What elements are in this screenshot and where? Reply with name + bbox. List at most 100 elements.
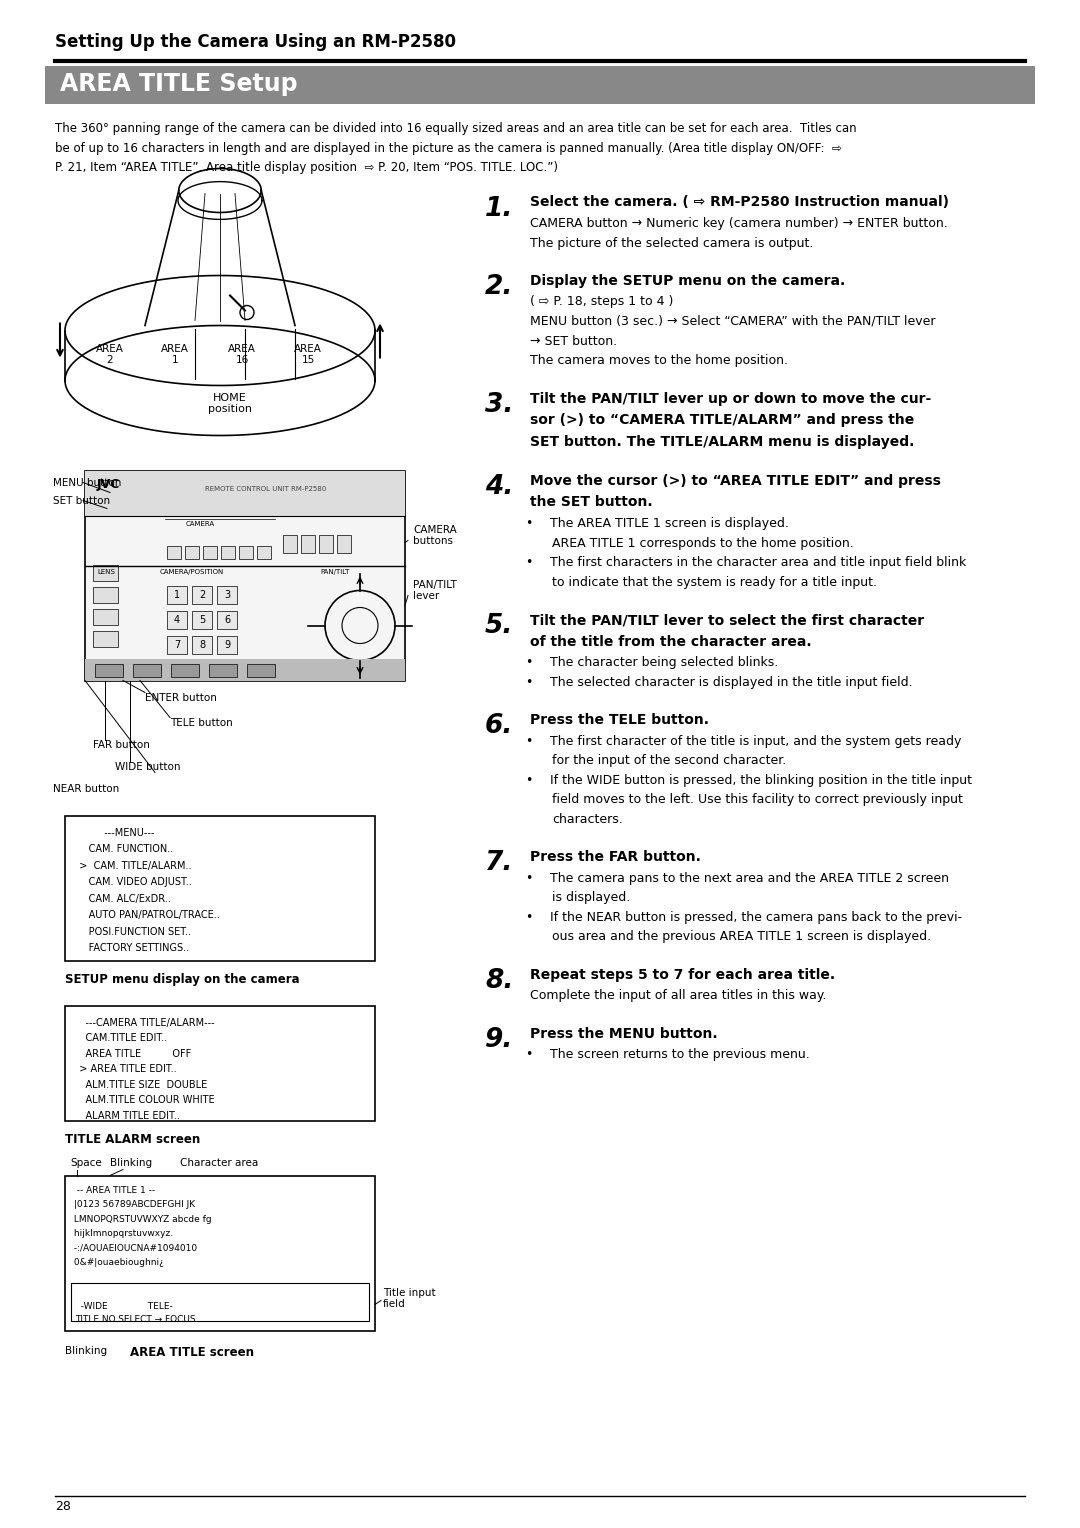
Bar (217, 585, 237, 604)
Text: FACTORY SETTINGS..: FACTORY SETTINGS.. (73, 943, 189, 953)
Text: If the WIDE button is pressed, the blinking position in the title input: If the WIDE button is pressed, the blink… (550, 773, 972, 787)
Bar (167, 585, 187, 604)
Text: field moves to the left. Use this facility to correct previously input: field moves to the left. Use this facili… (552, 793, 963, 805)
Text: The first characters in the character area and title input field blink: The first characters in the character ar… (550, 556, 967, 568)
Text: •: • (525, 735, 532, 747)
Text: 9.: 9. (485, 1027, 513, 1053)
Text: sor (>) to “CAMERA TITLE/ALARM” and press the: sor (>) to “CAMERA TITLE/ALARM” and pres… (530, 413, 915, 426)
Text: AUTO PAN/PATROL/TRACE..: AUTO PAN/PATROL/TRACE.. (73, 911, 219, 920)
Text: •: • (525, 516, 532, 530)
Text: ---CAMERA TITLE/ALARM---: ---CAMERA TITLE/ALARM--- (73, 1018, 215, 1027)
Text: Title input
field: Title input field (383, 1288, 435, 1309)
Text: SETUP menu display on the camera: SETUP menu display on the camera (65, 972, 299, 986)
Text: 5.: 5. (485, 613, 513, 639)
Text: 0&#|ouaebioughni¿: 0&#|ouaebioughni¿ (71, 1258, 164, 1267)
Text: 4: 4 (174, 614, 180, 625)
Bar (217, 636, 237, 654)
Text: HOME
position: HOME position (208, 393, 252, 414)
Text: 2.: 2. (485, 274, 513, 299)
Bar (133, 663, 161, 677)
Text: ---MENU---: ---MENU--- (73, 828, 154, 837)
Bar (65, 816, 375, 961)
Text: >  CAM. TITLE/ALARM..: > CAM. TITLE/ALARM.. (73, 860, 191, 871)
Bar (192, 636, 212, 654)
Bar (65, 1175, 375, 1331)
Text: 8: 8 (199, 640, 205, 649)
Text: Space: Space (70, 1158, 102, 1167)
Text: The camera moves to the home position.: The camera moves to the home position. (530, 354, 788, 367)
Bar (221, 545, 235, 559)
Text: LMNOPQRSTUVWXYZ abcde fg: LMNOPQRSTUVWXYZ abcde fg (71, 1215, 212, 1224)
Bar (283, 535, 297, 553)
Text: Select the camera. ( ⇨ RM-P2580 Instruction manual): Select the camera. ( ⇨ RM-P2580 Instruct… (530, 196, 949, 209)
Text: 9: 9 (224, 640, 230, 649)
Text: AREA
15: AREA 15 (294, 344, 322, 365)
Text: The picture of the selected camera is output.: The picture of the selected camera is ou… (530, 237, 813, 249)
Bar (95, 663, 123, 677)
Bar (71, 1282, 369, 1320)
Text: •: • (525, 911, 532, 923)
Bar (203, 545, 217, 559)
Text: SET button. The TITLE/ALARM menu is displayed.: SET button. The TITLE/ALARM menu is disp… (530, 434, 915, 449)
Text: Blinking: Blinking (110, 1158, 152, 1167)
Text: AREA TITLE          OFF: AREA TITLE OFF (73, 1048, 191, 1059)
Text: 3: 3 (224, 590, 230, 599)
Text: ous area and the previous AREA TITLE 1 screen is displayed.: ous area and the previous AREA TITLE 1 s… (552, 931, 931, 943)
Bar (167, 636, 187, 654)
Text: The camera pans to the next area and the AREA TITLE 2 screen: The camera pans to the next area and the… (550, 871, 949, 885)
Text: P. 21, Item “AREA TITLE”. Area title display position  ⇨ P. 20, Item “POS. TITLE: P. 21, Item “AREA TITLE”. Area title dis… (55, 160, 558, 174)
Text: 6: 6 (224, 614, 230, 625)
Text: PAN/TILT
lever: PAN/TILT lever (413, 579, 457, 602)
Text: 3.: 3. (485, 391, 513, 417)
Text: •: • (525, 675, 532, 689)
Text: AREA TITLE Setup: AREA TITLE Setup (60, 72, 298, 96)
Text: 1: 1 (174, 590, 180, 599)
Text: -- AREA TITLE 1 --: -- AREA TITLE 1 -- (71, 1186, 156, 1195)
Text: CAM. FUNCTION..: CAM. FUNCTION.. (73, 843, 173, 854)
Bar (85, 659, 405, 680)
Text: 2: 2 (199, 590, 205, 599)
Text: •: • (525, 556, 532, 568)
Bar (192, 585, 212, 604)
Text: CAMERA
buttons: CAMERA buttons (413, 524, 457, 547)
Text: Complete the input of all area titles in this way.: Complete the input of all area titles in… (530, 989, 826, 1002)
Text: 6.: 6. (485, 714, 513, 740)
Text: ALM.TITLE COLOUR WHITE: ALM.TITLE COLOUR WHITE (73, 1096, 215, 1105)
Text: The selected character is displayed in the title input field.: The selected character is displayed in t… (550, 675, 913, 689)
Text: Display the SETUP menu on the camera.: Display the SETUP menu on the camera. (530, 274, 846, 287)
Bar (319, 535, 333, 553)
Text: CAMERA: CAMERA (186, 521, 215, 527)
Bar (167, 545, 181, 559)
Bar (337, 535, 351, 553)
Text: LENS: LENS (97, 568, 114, 575)
Bar (85, 471, 405, 680)
Bar (85, 471, 405, 515)
Text: ALARM TITLE EDIT..: ALARM TITLE EDIT.. (73, 1111, 179, 1120)
Text: AREA TITLE 1 corresponds to the home position.: AREA TITLE 1 corresponds to the home pos… (552, 536, 854, 550)
Text: of the title from the character area.: of the title from the character area. (530, 634, 812, 648)
Bar (192, 611, 212, 628)
Text: 7.: 7. (485, 850, 513, 876)
Text: Tilt the PAN/TILT lever to select the first character: Tilt the PAN/TILT lever to select the fi… (530, 613, 924, 626)
Text: AREA TITLE screen: AREA TITLE screen (130, 1346, 254, 1358)
Bar (239, 545, 253, 559)
Text: JVC: JVC (97, 478, 120, 490)
Bar (93, 608, 118, 625)
Text: CAM. VIDEO ADJUST..: CAM. VIDEO ADJUST.. (73, 877, 192, 886)
Text: TITLE NO.SELECT → FOCUS: TITLE NO.SELECT → FOCUS (75, 1314, 195, 1323)
Text: Tilt the PAN/TILT lever up or down to move the cur-: Tilt the PAN/TILT lever up or down to mo… (530, 391, 931, 405)
Text: Blinking: Blinking (65, 1346, 107, 1355)
Text: for the input of the second character.: for the input of the second character. (552, 753, 786, 767)
Bar (65, 1005, 375, 1120)
Text: PAN/TILT: PAN/TILT (320, 568, 349, 575)
Text: Press the TELE button.: Press the TELE button. (530, 714, 708, 727)
Text: 1.: 1. (485, 196, 513, 222)
Text: -:/AOUAEIOUCNA#1094010: -:/AOUAEIOUCNA#1094010 (71, 1244, 198, 1253)
Text: POSI.FUNCTION SET..: POSI.FUNCTION SET.. (73, 926, 191, 937)
Text: ( ⇨ P. 18, steps 1 to 4 ): ( ⇨ P. 18, steps 1 to 4 ) (530, 295, 673, 309)
Text: Move the cursor (>) to “AREA TITLE EDIT” and press: Move the cursor (>) to “AREA TITLE EDIT”… (530, 474, 941, 487)
Text: MENU button: MENU button (53, 478, 121, 487)
Text: SET button: SET button (53, 495, 110, 506)
Text: •: • (525, 773, 532, 787)
Text: The character being selected blinks.: The character being selected blinks. (550, 656, 779, 669)
